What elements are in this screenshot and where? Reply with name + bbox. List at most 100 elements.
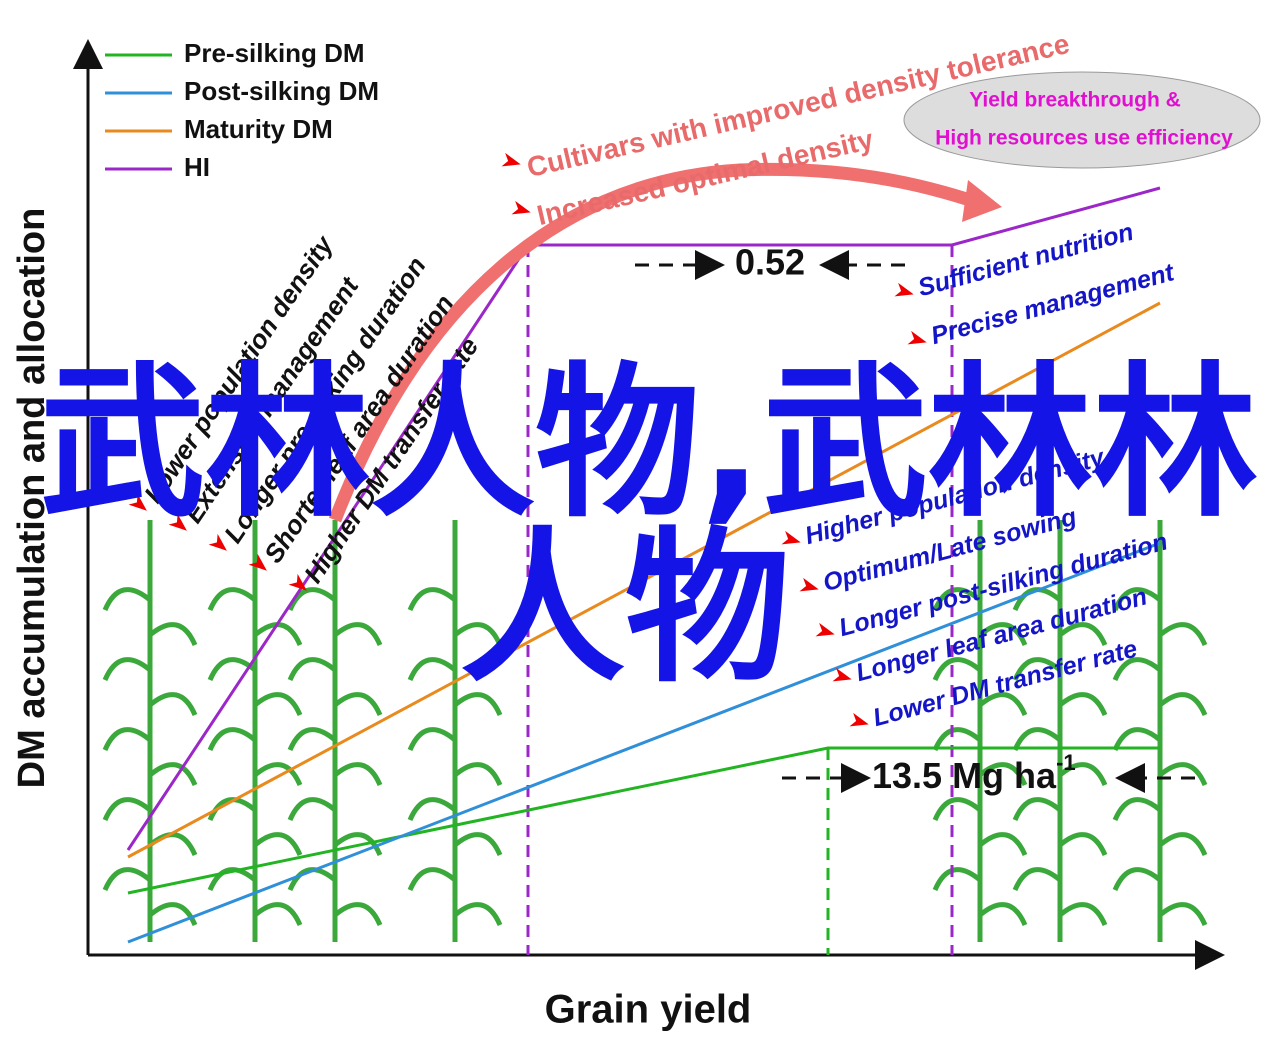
leaf (453, 622, 503, 647)
legend-label: Post-silking DM (184, 76, 379, 106)
ellipse-text: High resources use efficiency (935, 127, 1233, 150)
leaf (1058, 692, 1108, 717)
leaf (287, 727, 337, 752)
leaf (333, 762, 383, 787)
leaf (1012, 727, 1062, 752)
bullet-arrow (781, 530, 801, 545)
leaf (148, 692, 198, 717)
leaf (148, 902, 198, 927)
leaf (287, 657, 337, 682)
ellipse (903, 71, 1261, 169)
leaf (932, 867, 982, 892)
y-axis-label: DM accumulation and allocation (11, 208, 53, 789)
curve (127, 301, 1161, 859)
leaf (287, 587, 337, 612)
curves (126, 186, 1161, 944)
leaf (102, 587, 152, 612)
leaf (333, 622, 383, 647)
bullet-arrow (511, 200, 531, 215)
leaf (333, 902, 383, 927)
leaf (253, 692, 303, 717)
leaf (932, 797, 982, 822)
leaf (333, 832, 383, 857)
leaf (453, 692, 503, 717)
yield-sup: -1 (1056, 750, 1076, 775)
leaf (287, 867, 337, 892)
leaf (1012, 797, 1062, 822)
leaf (1058, 762, 1108, 787)
bullet-arrow (894, 282, 914, 297)
leaf (453, 902, 503, 927)
leaf (207, 797, 257, 822)
leaf (207, 587, 257, 612)
leaf (1058, 902, 1108, 927)
leaf (978, 902, 1028, 927)
leaf (253, 622, 303, 647)
leaf (102, 867, 152, 892)
leaf (407, 587, 457, 612)
leaf (978, 762, 1028, 787)
leaf (1158, 832, 1208, 857)
leaf (453, 832, 503, 857)
leaf (978, 832, 1028, 857)
leaf (253, 902, 303, 927)
leaf (207, 867, 257, 892)
leaf (407, 727, 457, 752)
leaf (1112, 657, 1162, 682)
bullet-arrow (208, 533, 227, 551)
leaf (1012, 867, 1062, 892)
bullet-arrow (501, 152, 521, 167)
leaf (978, 622, 1028, 647)
bullet-arrow (849, 712, 869, 727)
bullet-arrow (128, 493, 147, 511)
overlay-text: 武林人物,武林林 (40, 347, 1258, 539)
leaf (207, 727, 257, 752)
leaf (253, 832, 303, 857)
bullet-arrow (168, 513, 187, 531)
leaf (333, 692, 383, 717)
overlay-text: 人物 (460, 512, 790, 704)
leaf (1012, 587, 1062, 612)
curve (126, 186, 1161, 851)
trend-arrow (328, 162, 988, 523)
yield-value: 13.5 Mg ha-1 (872, 750, 1076, 796)
yield-text: 13.5 Mg ha (872, 755, 1057, 796)
legend-label: Pre-silking DM (184, 38, 365, 68)
curve (127, 541, 1161, 944)
leaf (407, 657, 457, 682)
bullet-arrow (799, 577, 819, 592)
leaf (932, 727, 982, 752)
leaf (407, 867, 457, 892)
leaf (148, 832, 198, 857)
leaf (102, 797, 152, 822)
leaf (253, 762, 303, 787)
x-axis-label: Grain yield (545, 988, 752, 1032)
leaf (148, 622, 198, 647)
leaf (1112, 727, 1162, 752)
legend-label: Maturity DM (184, 114, 333, 144)
leaf (1112, 867, 1162, 892)
leaf (1158, 902, 1208, 927)
leaf (1058, 622, 1108, 647)
leaf (1112, 797, 1162, 822)
hi-value: 0.52 (735, 242, 805, 283)
leaf (932, 657, 982, 682)
leaf (1058, 832, 1108, 857)
leaf (1012, 657, 1062, 682)
leaf (453, 762, 503, 787)
bullet-arrow (907, 330, 927, 345)
bullet-arrow (248, 553, 267, 571)
leaf (1112, 587, 1162, 612)
bullet-arrow (832, 667, 852, 682)
leaf (1158, 622, 1208, 647)
leaf (407, 797, 457, 822)
leaf (148, 762, 198, 787)
leaf (287, 797, 337, 822)
bullet-arrow (815, 622, 835, 637)
bullet-arrow (288, 573, 307, 591)
leaf (102, 657, 152, 682)
legend: Pre-silking DM Post-silking DM Maturity DM… (105, 38, 379, 182)
leaf (1158, 692, 1208, 717)
